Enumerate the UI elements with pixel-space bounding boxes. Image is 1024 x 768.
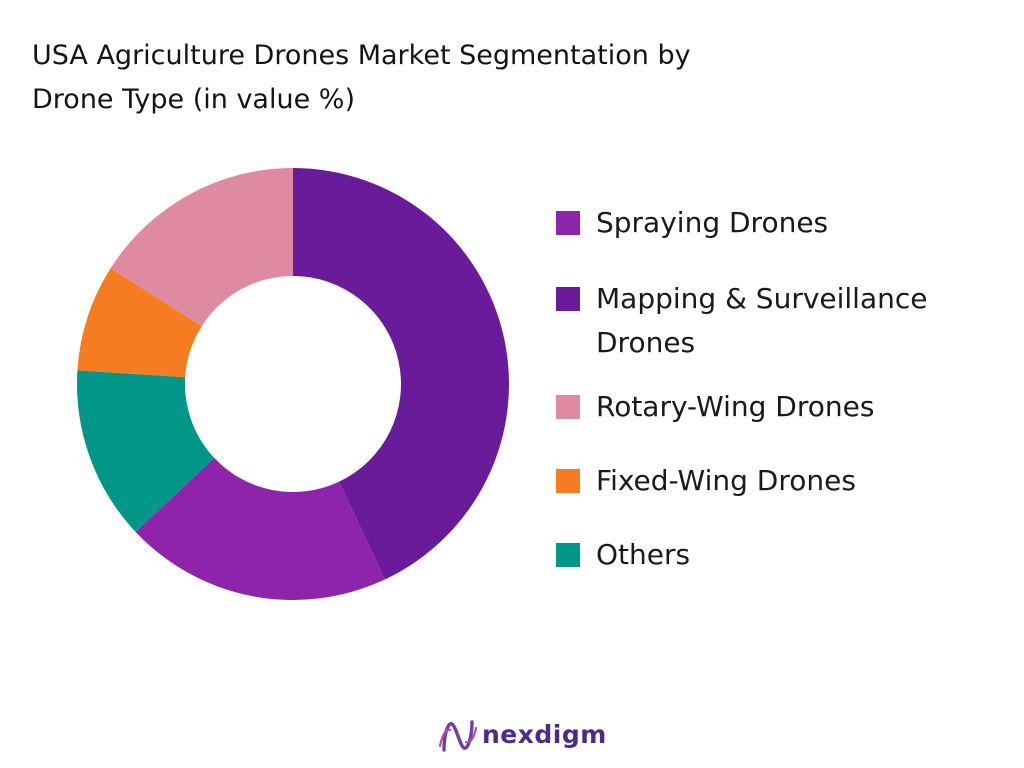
brand-name: nexdigm bbox=[482, 720, 607, 749]
slice-rotary-wing-drones bbox=[110, 168, 293, 327]
legend-label-mapping-surveillance-drones-line-2: Drones bbox=[596, 326, 696, 359]
chart-title-line-1: USA Agriculture Drones Market Segmentati… bbox=[32, 40, 691, 71]
legend-label-fixed-wing-drones: Fixed-Wing Drones bbox=[596, 464, 856, 497]
legend-label-spraying-drones: Spraying Drones bbox=[596, 206, 829, 239]
legend-swatch-fixed-wing-drones bbox=[556, 469, 580, 493]
legend-swatch-spraying-drones bbox=[556, 211, 580, 235]
slice-fixed-wing-drones bbox=[77, 268, 202, 378]
slice-others bbox=[77, 370, 215, 532]
legend-swatch-rotary-wing-drones bbox=[556, 395, 580, 419]
legend-swatch-mapping-surveillance-drones bbox=[556, 287, 580, 311]
nexdigm-logo-icon bbox=[438, 720, 478, 752]
brand-footer: nexdigm bbox=[438, 714, 606, 758]
legend-label-rotary-wing-drones: Rotary-Wing Drones bbox=[596, 390, 875, 423]
legend-label-others: Others bbox=[596, 538, 691, 571]
chart-title-line-2: Drone Type (in value %) bbox=[32, 84, 355, 115]
legend-label-mapping-surveillance-drones: Mapping & Surveillance bbox=[596, 282, 928, 315]
slice-mapping-surveillance-drones bbox=[293, 168, 510, 580]
slice-spraying-drones bbox=[135, 457, 385, 601]
donut-chart bbox=[77, 168, 510, 601]
chart-legend: Spraying Drones Mapping & Surveillance Dro… bbox=[556, 0, 1016, 768]
legend-swatch-others bbox=[556, 543, 580, 567]
chart-title: USA Agriculture Drones Market Segmentati… bbox=[32, 34, 832, 122]
